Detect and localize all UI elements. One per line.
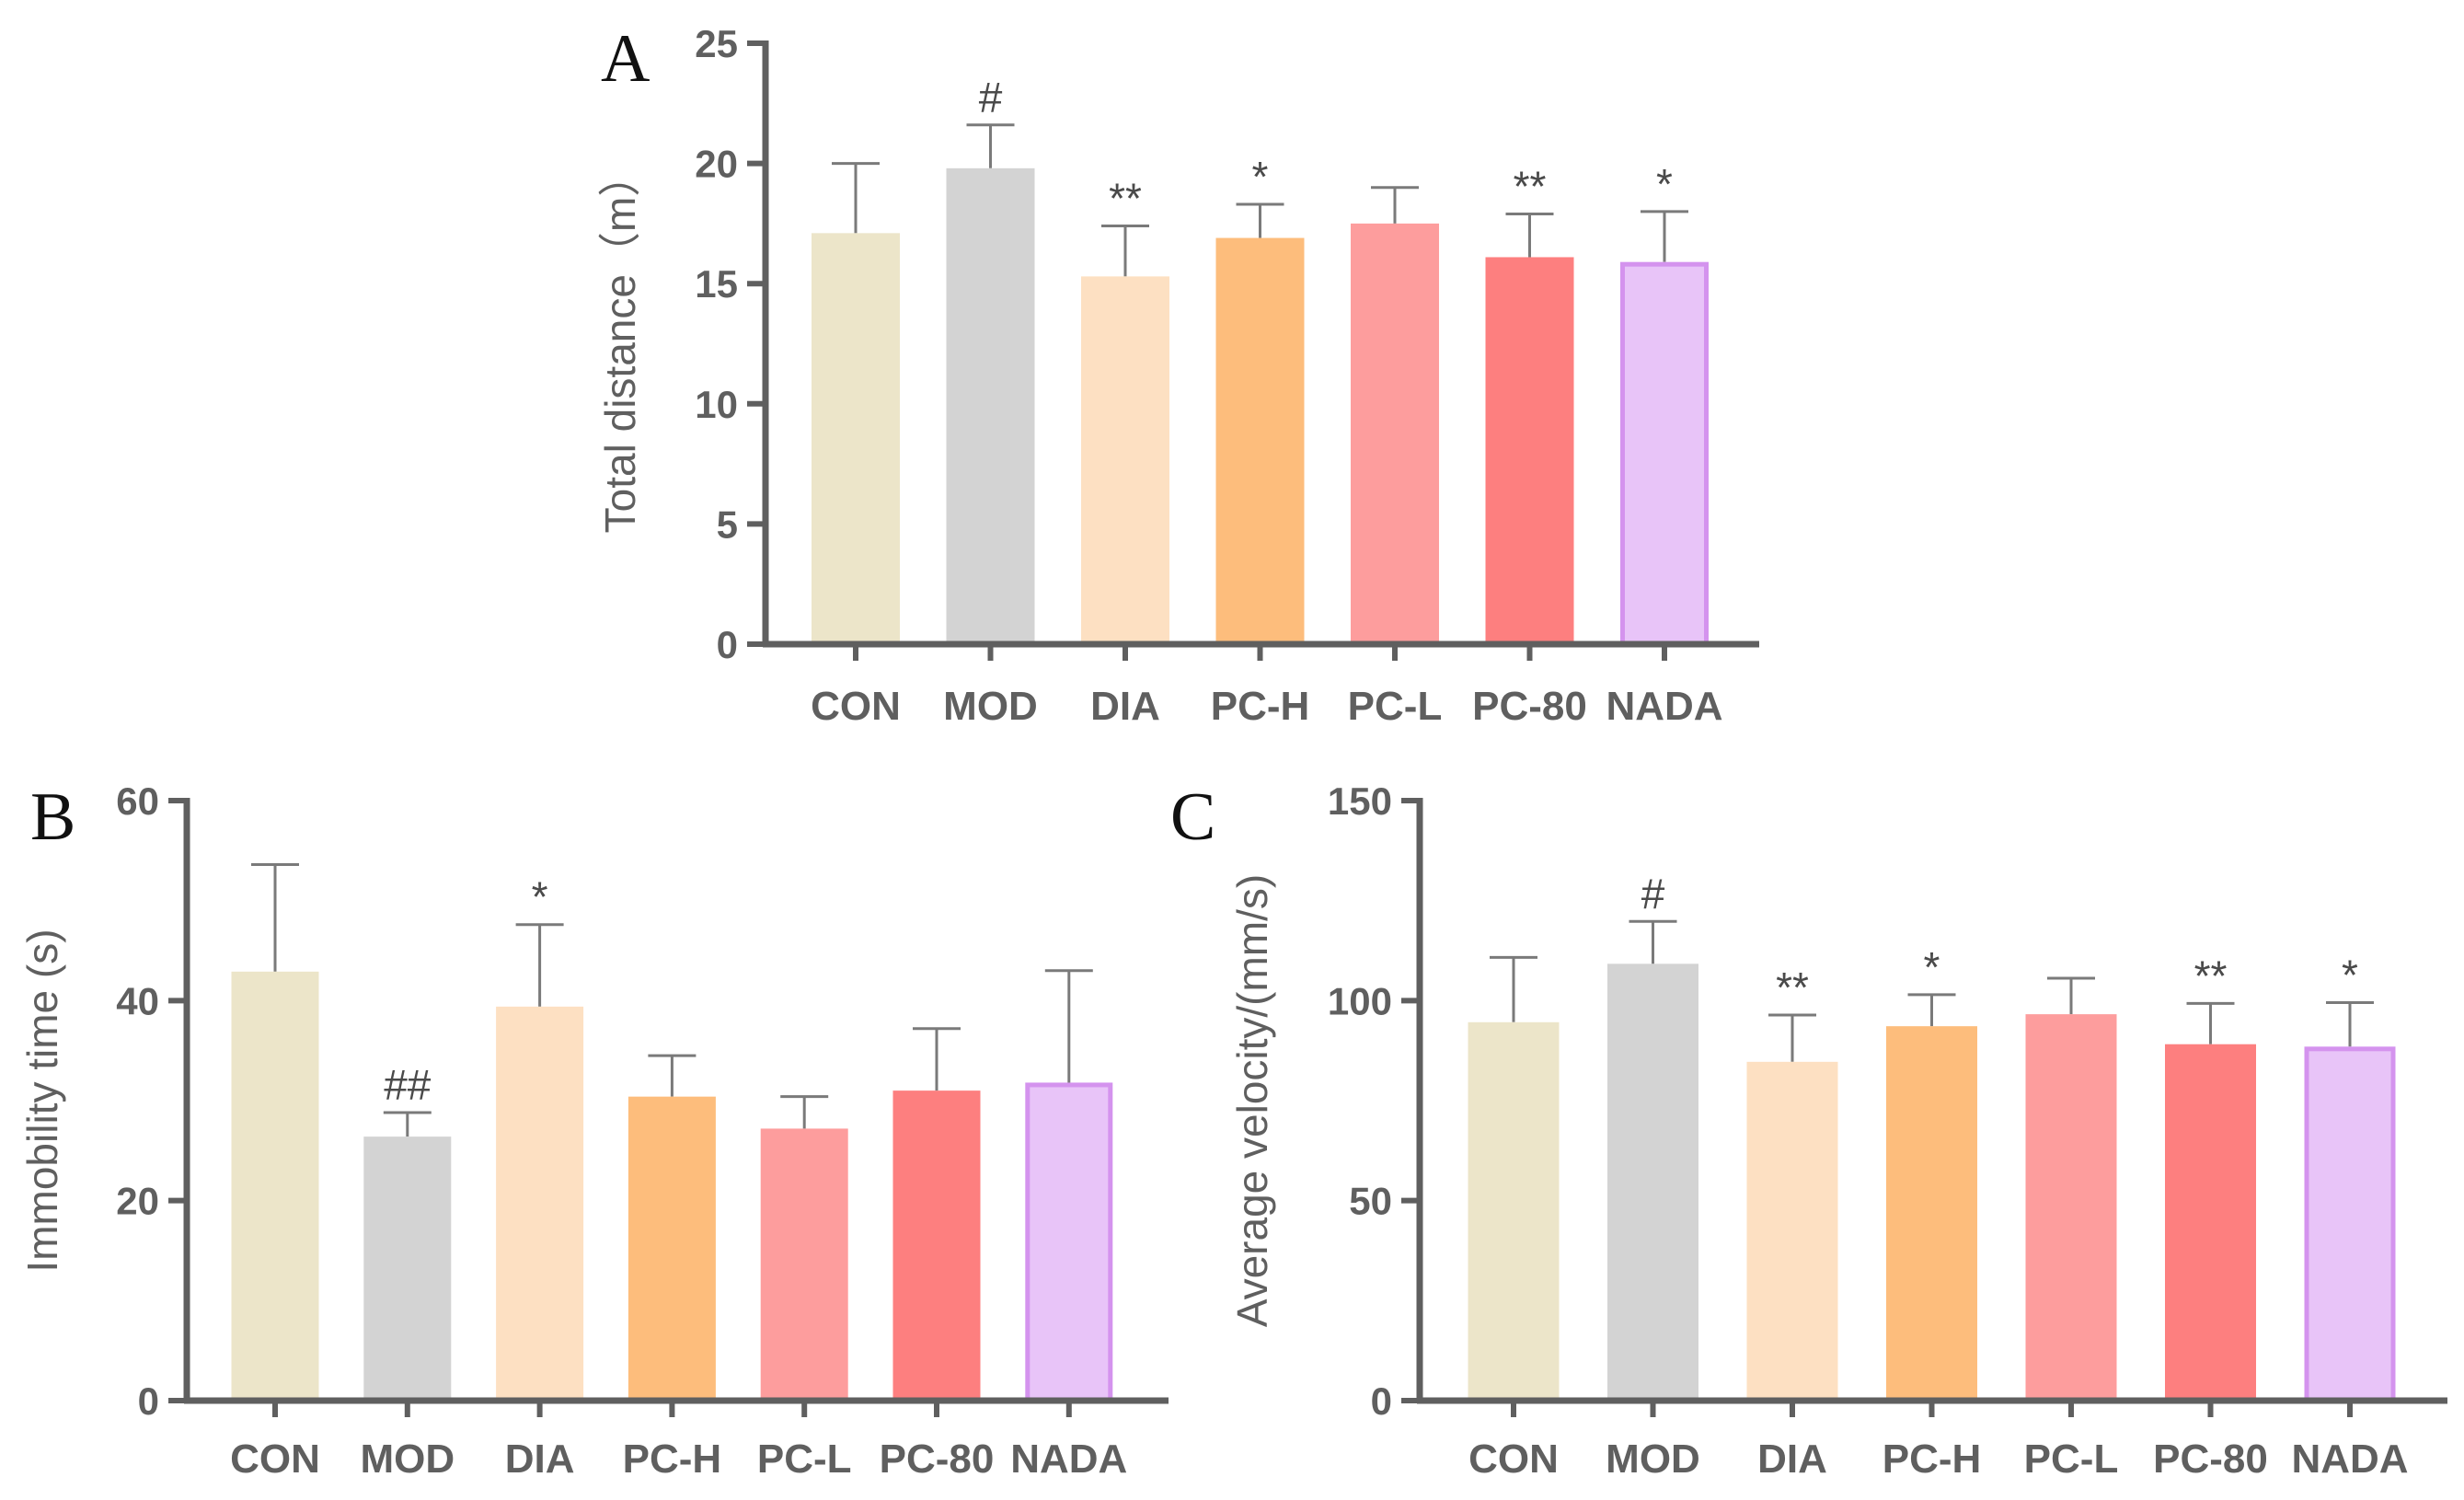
- category-label-c-pc-l: PC-L: [2024, 1437, 2119, 1482]
- significance-a-dia: **: [1109, 175, 1142, 223]
- y-tick-label-c-150: 150: [1328, 779, 1392, 823]
- category-label-b-dia: DIA: [505, 1437, 575, 1482]
- significance-c-pc-h: *: [1924, 943, 1940, 991]
- bar-a-mod: [946, 167, 1035, 645]
- y-tick-label-b-0: 0: [138, 1379, 159, 1423]
- category-label-a-pc-h: PC-H: [1211, 684, 1310, 729]
- y-axis-title-c: Average velocity/(mm/s): [1228, 874, 1276, 1328]
- y-tick-label-c-100: 100: [1328, 979, 1392, 1022]
- category-label-c-pc-h: PC-H: [1883, 1437, 1982, 1482]
- bar-c-pc-80: [2165, 1044, 2256, 1401]
- significance-c-nada: *: [2342, 952, 2358, 999]
- bar-b-dia: [496, 1006, 584, 1401]
- category-label-b-mod: MOD: [360, 1437, 455, 1482]
- category-label-b-con: CON: [230, 1437, 320, 1482]
- panel-a-letter: A: [601, 21, 650, 97]
- category-label-b-pc-l: PC-L: [757, 1437, 852, 1482]
- bar-a-con: [812, 233, 900, 644]
- y-tick-label-a-10: 10: [695, 383, 738, 426]
- bar-c-mod: [1607, 963, 1698, 1401]
- bar-a-pc-l: [1351, 223, 1439, 644]
- category-label-c-con: CON: [1468, 1437, 1559, 1482]
- significance-a-pc-h: *: [1252, 153, 1269, 201]
- category-label-b-pc-80: PC-80: [880, 1437, 995, 1482]
- y-axis-title-a: Total distance（m）: [596, 155, 644, 534]
- y-tick-label-a-25: 25: [695, 22, 738, 65]
- bar-c-dia: [1746, 1061, 1838, 1401]
- bar-a-pc-80: [1485, 257, 1574, 644]
- category-label-a-pc-l: PC-L: [1348, 684, 1443, 729]
- category-label-a-con: CON: [811, 684, 901, 729]
- panel-b-letter: B: [30, 779, 75, 855]
- significance-b-dia: *: [532, 873, 548, 921]
- category-label-a-nada: NADA: [1606, 684, 1722, 729]
- bar-a-nada: [1620, 261, 1709, 647]
- category-label-c-dia: DIA: [1757, 1437, 1827, 1482]
- y-axis-title-b: Immobility time (s): [18, 929, 66, 1272]
- significance-c-pc-80: **: [2194, 952, 2228, 999]
- y-tick-label-a-0: 0: [717, 623, 738, 666]
- category-label-a-pc-80: PC-80: [1472, 684, 1587, 729]
- bar-c-con: [1468, 1021, 1560, 1401]
- bar-b-pc-h: [628, 1096, 716, 1401]
- category-label-b-pc-h: PC-H: [623, 1437, 722, 1482]
- significance-a-pc-80: **: [1514, 162, 1547, 210]
- y-tick-label-c-0: 0: [1371, 1379, 1392, 1423]
- significance-a-mod: #: [979, 74, 1003, 121]
- panel-a: A CON # MOD ** DIA * PC-H PC-L ** PC-80 * NADA 0 5 10 1…: [596, 21, 1759, 729]
- significance-c-mod: #: [1641, 870, 1665, 917]
- y-tick-label-a-5: 5: [717, 502, 738, 546]
- bar-b-mod: [363, 1137, 452, 1401]
- panel-b: B CON ## MOD * DIA PC-H PC-L PC-80 NADA 0 20 40 60 Im…: [18, 779, 1169, 1482]
- panel-c-letter: C: [1170, 779, 1215, 855]
- bar-c-nada: [2304, 1046, 2396, 1403]
- category-label-a-dia: DIA: [1090, 684, 1160, 729]
- significance-a-nada: *: [1656, 160, 1673, 208]
- category-label-c-pc-80: PC-80: [2153, 1437, 2268, 1482]
- significance-b-mod: ##: [384, 1061, 432, 1109]
- bar-b-con: [231, 971, 319, 1401]
- bar-c-pc-h: [1886, 1026, 1977, 1401]
- bar-b-pc-80: [892, 1090, 981, 1401]
- bar-a-dia: [1081, 276, 1169, 644]
- y-tick-label-a-15: 15: [695, 262, 738, 306]
- category-label-b-nada: NADA: [1010, 1437, 1127, 1482]
- bar-a-pc-h: [1215, 237, 1305, 644]
- category-label-c-mod: MOD: [1606, 1437, 1700, 1482]
- y-tick-label-a-20: 20: [695, 143, 738, 186]
- bar-b-nada: [1025, 1082, 1113, 1403]
- y-tick-label-b-40: 40: [116, 979, 159, 1022]
- significance-c-dia: **: [1776, 963, 1809, 1011]
- y-tick-label-b-20: 20: [116, 1180, 159, 1223]
- category-label-a-mod: MOD: [943, 684, 1038, 729]
- bar-c-pc-l: [2025, 1014, 2117, 1401]
- y-tick-label-c-50: 50: [1349, 1180, 1392, 1223]
- category-label-c-nada: NADA: [2291, 1437, 2408, 1482]
- bar-b-pc-l: [760, 1128, 848, 1401]
- y-tick-label-b-60: 60: [116, 779, 159, 823]
- panel-c: C CON # MOD ** DIA * PC-H PC-L ** PC-80 * NADA 0 50 10…: [1170, 779, 2447, 1482]
